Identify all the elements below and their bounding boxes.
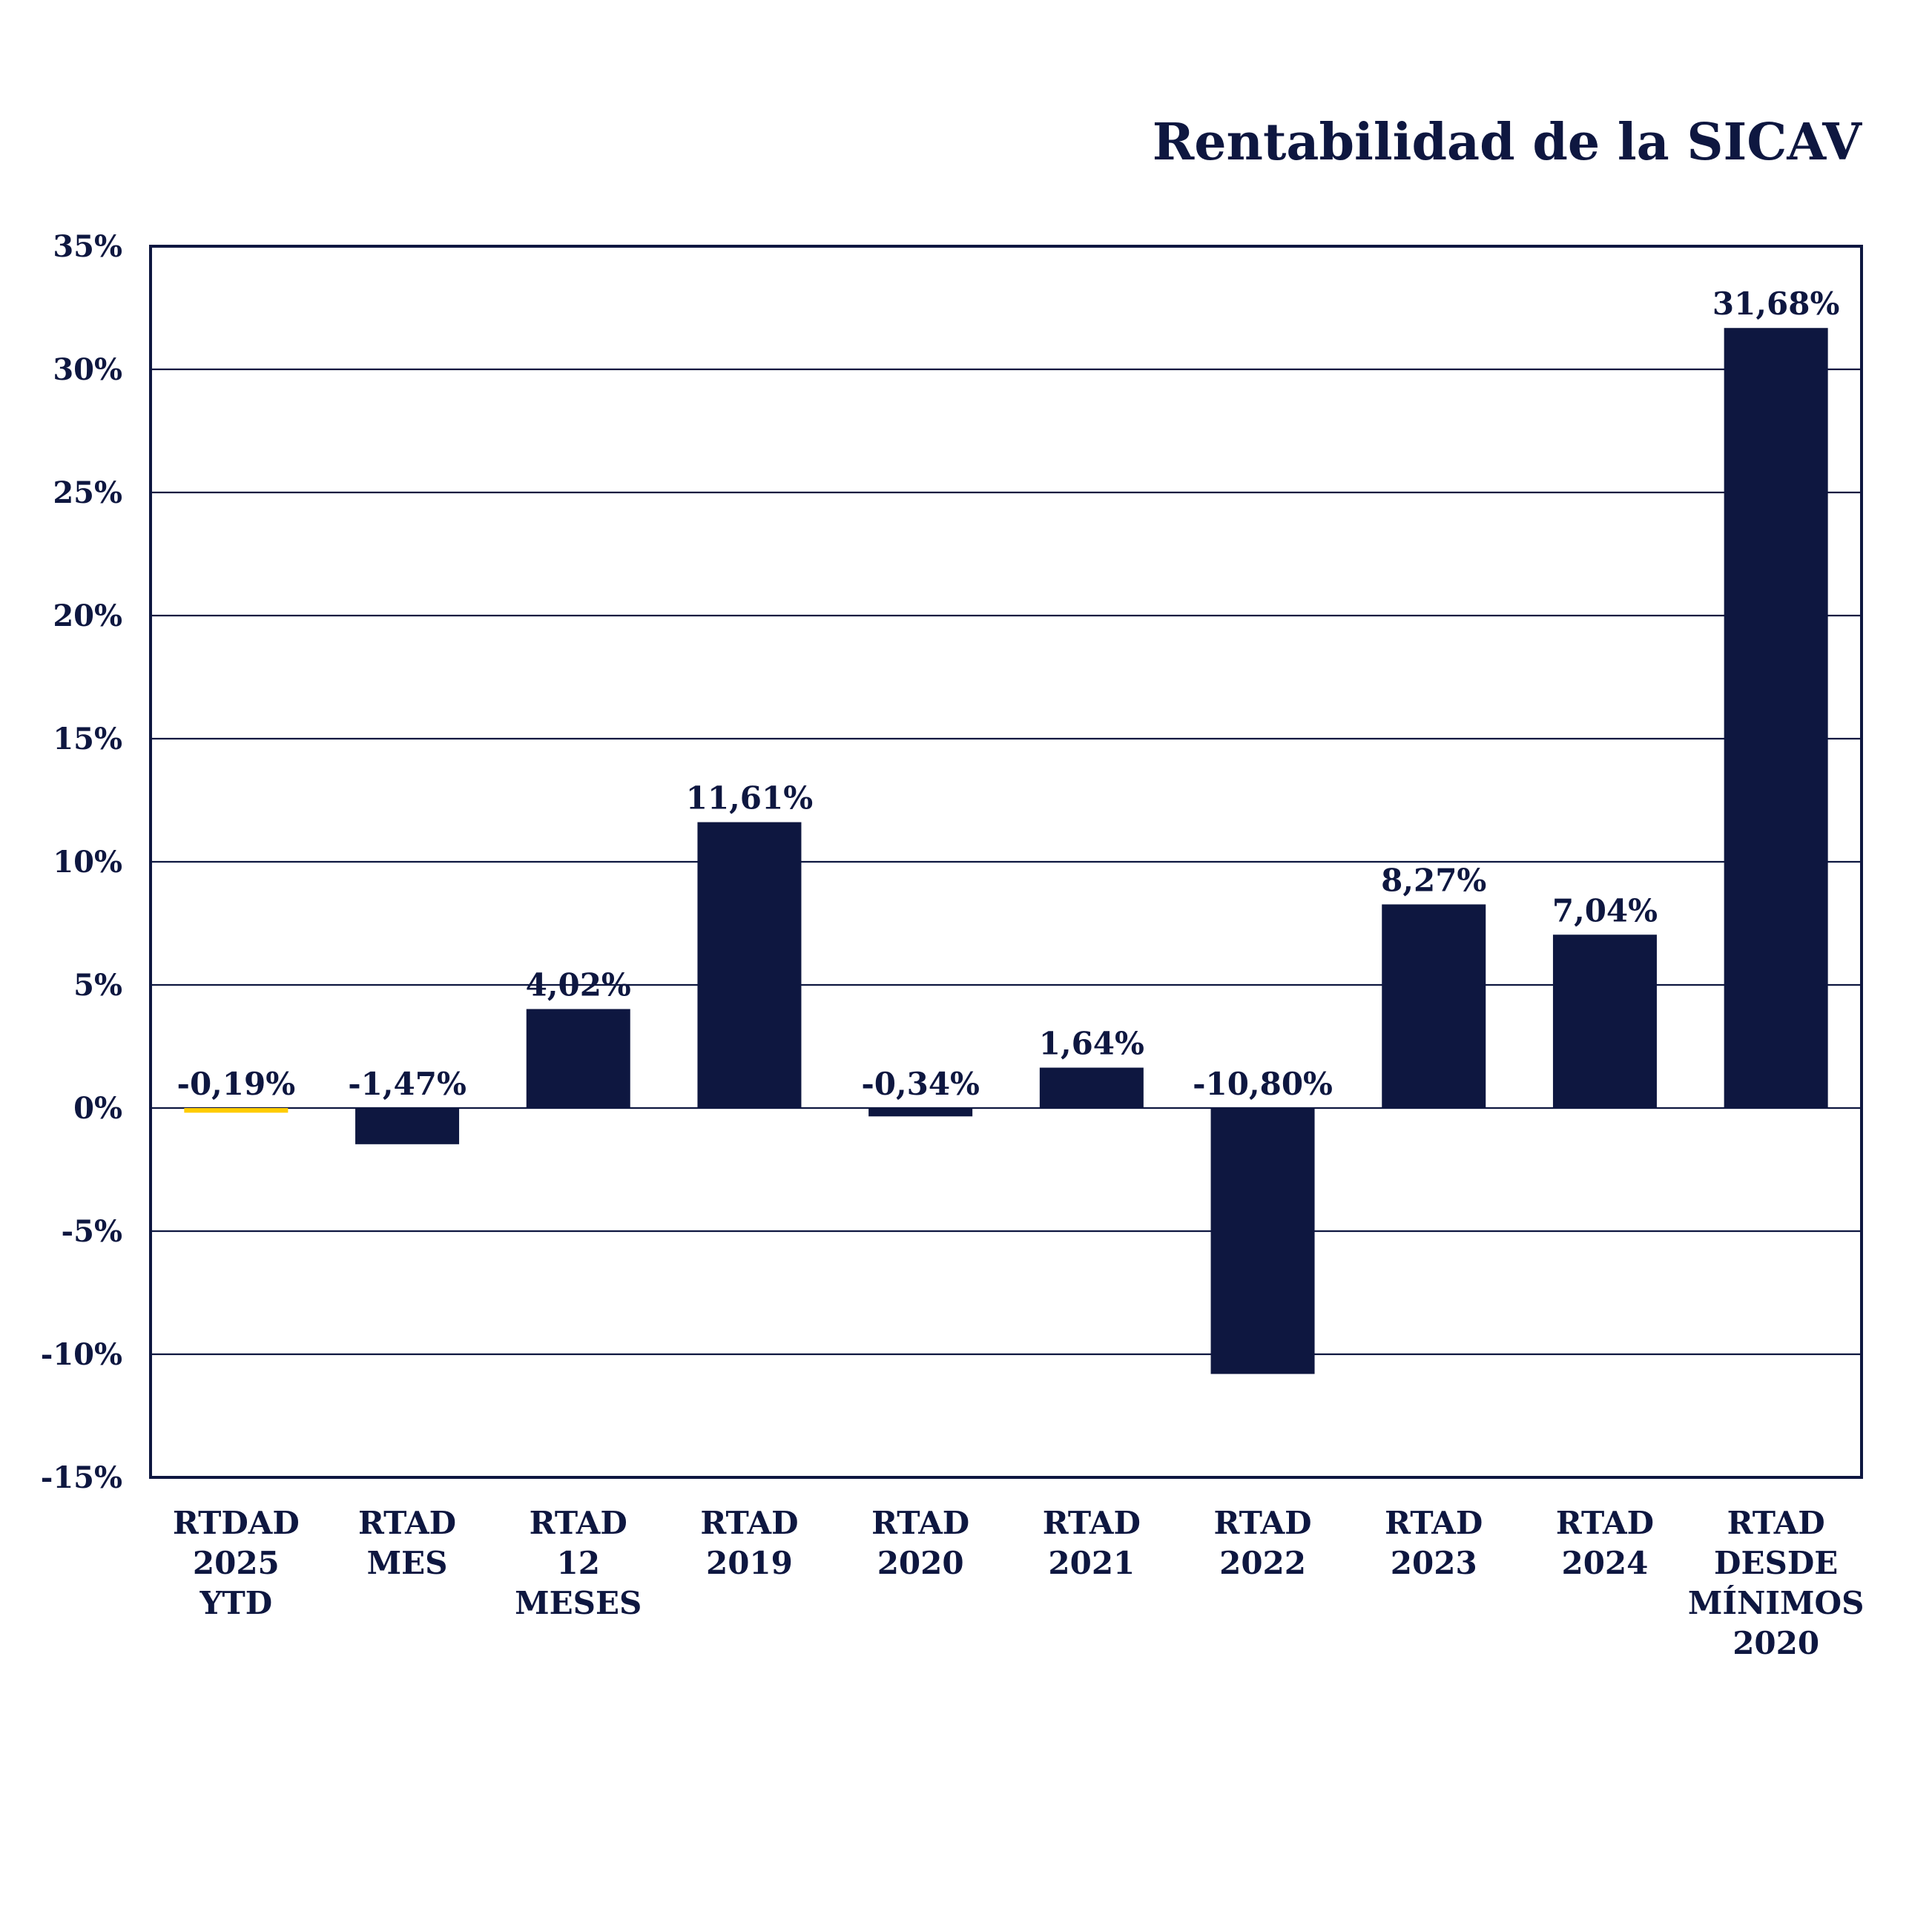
data-label: -0,19% <box>177 1066 296 1102</box>
x-category-label: MÍNIMOS <box>1688 1584 1865 1621</box>
bar <box>1382 904 1486 1108</box>
y-tick-label: -5% <box>62 1214 122 1249</box>
bar <box>1210 1108 1315 1374</box>
x-axis-categories: RTDAD 2025 YTD RTAD MES RTAD 12 MESES RTAD 2019 RT… <box>173 1505 1865 1661</box>
y-tick-label: 10% <box>53 845 122 880</box>
x-category-label: RTAD <box>358 1505 456 1541</box>
bar <box>184 1108 289 1113</box>
bars <box>184 328 1828 1374</box>
data-labels: -0,19% -1,47% 4,02% 11,61% -0,34% 1,64% -10,80… <box>177 286 1840 1102</box>
x-category-label: RTAD <box>530 1505 627 1541</box>
bar <box>355 1108 460 1144</box>
x-category-label: 2024 <box>1561 1545 1648 1581</box>
data-label: -1,47% <box>348 1066 466 1102</box>
data-label: -10,80% <box>1193 1066 1333 1102</box>
data-label: -0,34% <box>861 1066 980 1102</box>
x-category-label: 12 <box>557 1545 600 1581</box>
bar <box>697 822 802 1108</box>
x-category-label: 2025 <box>193 1545 280 1581</box>
x-category-label: DESDE <box>1714 1545 1838 1581</box>
data-label: 1,64% <box>1039 1026 1144 1062</box>
x-category-label: RTAD <box>871 1505 969 1541</box>
data-label: 7,04% <box>1552 892 1658 929</box>
x-category-label: MESES <box>515 1585 642 1621</box>
x-category-label: RTAD <box>1213 1505 1311 1541</box>
gridlines <box>151 368 1862 1356</box>
x-category-label: 2020 <box>877 1545 964 1581</box>
x-category-label: 2019 <box>706 1545 793 1581</box>
bar <box>526 1009 630 1108</box>
x-category-label: RTAD <box>1043 1505 1141 1541</box>
data-label: 11,61% <box>686 780 813 817</box>
y-tick-label: 15% <box>53 722 122 756</box>
x-category-label: 2022 <box>1219 1545 1306 1581</box>
x-category-label: YTD <box>200 1585 273 1621</box>
y-tick-label: 30% <box>53 352 122 387</box>
x-category-label: 2023 <box>1391 1545 1477 1581</box>
plot-frame <box>149 245 1863 1479</box>
x-category-label: RTAD <box>700 1505 798 1541</box>
y-tick-label: -10% <box>41 1337 122 1372</box>
bar <box>868 1108 973 1117</box>
y-axis-ticks: 35% 30% 25% 20% 15% 10% 5% 0% -5% -10% -15% <box>41 229 122 1495</box>
y-tick-label: 25% <box>53 475 122 510</box>
x-category-label: MES <box>367 1545 448 1581</box>
x-category-label: RTAD <box>1556 1505 1654 1541</box>
bar <box>1724 328 1828 1108</box>
bar <box>1039 1067 1144 1108</box>
data-label: 4,02% <box>526 967 631 1003</box>
x-category-label: RTDAD <box>173 1505 300 1541</box>
data-label: 31,68% <box>1712 286 1839 322</box>
bar <box>1552 934 1657 1108</box>
x-category-label: RTAD <box>1727 1505 1825 1541</box>
x-category-label: 2020 <box>1732 1625 1819 1661</box>
y-tick-label: -15% <box>41 1460 122 1495</box>
data-label: 8,27% <box>1381 862 1486 898</box>
y-tick-label: 0% <box>73 1091 122 1126</box>
x-category-label: 2021 <box>1048 1545 1135 1581</box>
y-tick-label: 35% <box>53 229 122 264</box>
x-category-label: RTAD <box>1385 1505 1483 1541</box>
y-tick-label: 20% <box>53 599 122 633</box>
y-tick-label: 5% <box>73 968 122 1003</box>
chart-title: Rentabilidad de la SICAV <box>1153 113 1862 172</box>
